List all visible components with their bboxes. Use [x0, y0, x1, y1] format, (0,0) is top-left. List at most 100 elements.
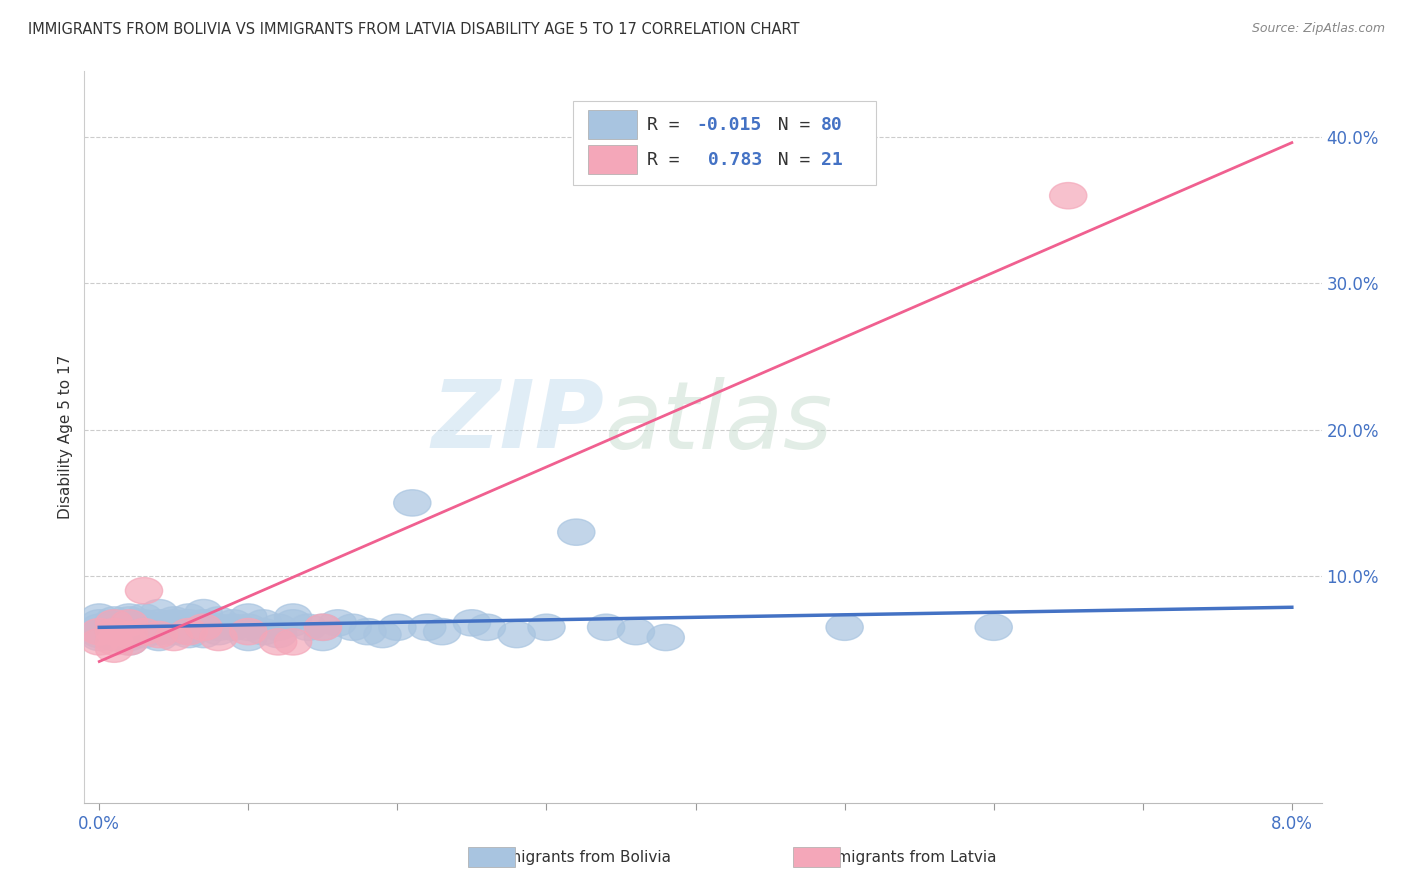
Ellipse shape [125, 604, 163, 630]
Ellipse shape [260, 629, 297, 655]
Ellipse shape [274, 629, 312, 655]
Ellipse shape [125, 618, 163, 645]
Ellipse shape [304, 614, 342, 640]
Ellipse shape [394, 490, 432, 516]
Ellipse shape [409, 614, 446, 640]
Text: Immigrants from Bolivia: Immigrants from Bolivia [488, 850, 671, 865]
Ellipse shape [125, 618, 163, 645]
Ellipse shape [80, 604, 118, 630]
Ellipse shape [125, 614, 163, 640]
Ellipse shape [111, 607, 148, 633]
Ellipse shape [141, 624, 177, 650]
Ellipse shape [229, 604, 267, 630]
Text: N =: N = [756, 151, 821, 169]
Ellipse shape [290, 614, 326, 640]
Text: IMMIGRANTS FROM BOLIVIA VS IMMIGRANTS FROM LATVIA DISABILITY AGE 5 TO 17 CORRELA: IMMIGRANTS FROM BOLIVIA VS IMMIGRANTS FR… [28, 22, 800, 37]
Ellipse shape [647, 624, 685, 650]
FancyBboxPatch shape [793, 847, 841, 867]
Ellipse shape [186, 614, 222, 640]
Ellipse shape [170, 614, 207, 640]
Ellipse shape [260, 622, 297, 648]
Ellipse shape [558, 519, 595, 545]
Ellipse shape [141, 614, 177, 640]
Ellipse shape [170, 618, 207, 645]
Text: Source: ZipAtlas.com: Source: ZipAtlas.com [1251, 22, 1385, 36]
Ellipse shape [80, 622, 118, 648]
Ellipse shape [141, 622, 177, 648]
Text: ZIP: ZIP [432, 376, 605, 468]
Ellipse shape [111, 629, 148, 655]
Ellipse shape [304, 614, 342, 640]
Ellipse shape [245, 610, 281, 636]
Ellipse shape [200, 614, 238, 640]
Ellipse shape [80, 618, 118, 645]
Ellipse shape [215, 614, 252, 640]
Ellipse shape [423, 618, 461, 645]
Ellipse shape [274, 604, 312, 630]
Ellipse shape [111, 618, 148, 645]
Text: Immigrants from Latvia: Immigrants from Latvia [817, 850, 997, 865]
Ellipse shape [349, 618, 387, 645]
Ellipse shape [155, 618, 193, 645]
Text: atlas: atlas [605, 377, 832, 468]
Ellipse shape [304, 624, 342, 650]
Ellipse shape [200, 607, 238, 633]
Ellipse shape [364, 622, 401, 648]
Text: R =: R = [647, 116, 690, 134]
Ellipse shape [974, 614, 1012, 640]
Ellipse shape [155, 610, 193, 636]
Ellipse shape [378, 614, 416, 640]
FancyBboxPatch shape [588, 110, 637, 139]
Ellipse shape [80, 624, 118, 650]
Ellipse shape [200, 618, 238, 645]
Ellipse shape [96, 614, 132, 640]
Ellipse shape [96, 611, 132, 638]
Text: R =: R = [647, 151, 690, 169]
Ellipse shape [229, 618, 267, 645]
Ellipse shape [111, 614, 148, 640]
Ellipse shape [96, 622, 132, 648]
Ellipse shape [111, 614, 148, 640]
Ellipse shape [186, 614, 222, 640]
Ellipse shape [96, 607, 132, 633]
FancyBboxPatch shape [588, 145, 637, 175]
Ellipse shape [335, 614, 371, 640]
Ellipse shape [319, 610, 356, 636]
Ellipse shape [80, 614, 118, 640]
Ellipse shape [96, 618, 132, 645]
Ellipse shape [80, 629, 118, 655]
Ellipse shape [141, 599, 177, 626]
Ellipse shape [111, 629, 148, 655]
Ellipse shape [155, 624, 193, 650]
Ellipse shape [111, 610, 148, 636]
Ellipse shape [215, 610, 252, 636]
Ellipse shape [141, 618, 177, 645]
Ellipse shape [111, 604, 148, 630]
Ellipse shape [527, 614, 565, 640]
Ellipse shape [170, 610, 207, 636]
Ellipse shape [96, 617, 132, 643]
Text: -0.015: -0.015 [697, 116, 762, 134]
Ellipse shape [1050, 183, 1087, 209]
Ellipse shape [111, 624, 148, 650]
Ellipse shape [125, 577, 163, 604]
Ellipse shape [155, 614, 193, 640]
Ellipse shape [245, 618, 281, 645]
Ellipse shape [125, 610, 163, 636]
Ellipse shape [125, 622, 163, 648]
Ellipse shape [274, 610, 312, 636]
Ellipse shape [200, 624, 238, 650]
Ellipse shape [80, 610, 118, 636]
Ellipse shape [229, 614, 267, 640]
FancyBboxPatch shape [468, 847, 515, 867]
Text: N =: N = [756, 116, 821, 134]
Ellipse shape [186, 610, 222, 636]
Ellipse shape [155, 607, 193, 633]
FancyBboxPatch shape [574, 101, 876, 185]
Ellipse shape [588, 614, 624, 640]
Ellipse shape [170, 604, 207, 630]
Y-axis label: Disability Age 5 to 17: Disability Age 5 to 17 [58, 355, 73, 519]
Ellipse shape [498, 622, 536, 648]
Text: 21: 21 [821, 151, 842, 169]
Ellipse shape [96, 618, 132, 645]
